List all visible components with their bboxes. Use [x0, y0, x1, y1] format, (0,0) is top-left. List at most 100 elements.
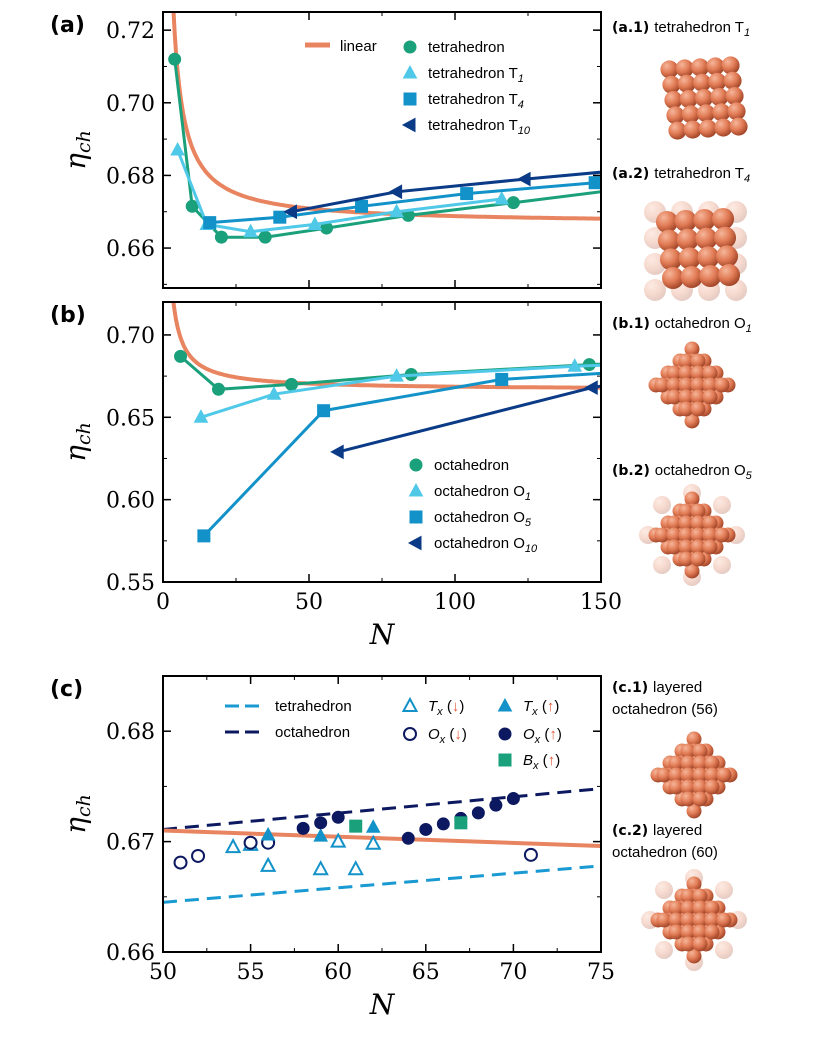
point-ox-down [191, 848, 206, 863]
side-images: (a.1) tetrahedron T1 (a.2) tetrahedron T4… [612, 19, 753, 971]
legend-label-linear: linear [340, 38, 377, 55]
series-line-tetra [173, 59, 601, 239]
point-tx-up [365, 819, 381, 833]
sphere [714, 377, 730, 393]
sphere [680, 924, 696, 940]
caption-c1-line2: octahedron (56) [612, 701, 718, 718]
sphere [690, 401, 706, 417]
ytick-label-a: 0.66 [106, 237, 155, 262]
sphere [702, 527, 718, 543]
xtick-label-b: 150 [580, 590, 622, 615]
legend-marker-o10 [407, 535, 422, 551]
series-line-octa [179, 355, 601, 391]
sphere [678, 527, 694, 543]
sphere [706, 57, 725, 76]
point-tx-up [313, 828, 329, 842]
sphere [704, 924, 720, 940]
sphere [690, 365, 706, 381]
legend-label-t4: octahedron O5 [434, 509, 532, 529]
point-octa [284, 377, 298, 391]
sphere [715, 941, 733, 959]
sphere [654, 377, 670, 393]
panel-letter-c: (c) [50, 677, 83, 702]
sphere [644, 279, 666, 301]
sphere [676, 228, 699, 251]
sphere [680, 743, 696, 759]
point-tetra [185, 199, 199, 213]
caption-c1: (c.1) layered [612, 679, 702, 696]
sphere [666, 539, 682, 555]
point-tetra [639, 180, 651, 192]
sphere [690, 551, 706, 567]
sphere [684, 491, 700, 507]
point-t1 [567, 358, 583, 372]
tetrahedron-dashed-line [163, 864, 601, 904]
sphere [690, 353, 706, 369]
linear-line-c [163, 828, 601, 849]
point-t1 [741, 353, 754, 365]
xtick-label-b: 100 [434, 590, 476, 615]
legend-marker-t4 [409, 510, 423, 524]
sphere [692, 924, 708, 940]
xtick-label-b: 50 [295, 590, 323, 615]
sphere [692, 767, 708, 783]
sphere [680, 936, 696, 952]
legend-label-ox-down: Ox (↓) [428, 726, 467, 746]
point-t4 [203, 216, 217, 230]
point-t10 [388, 184, 403, 200]
sphere [714, 527, 730, 543]
sphere [668, 900, 684, 916]
sphere [684, 413, 700, 429]
point-ox-down [173, 855, 188, 870]
sphere [713, 496, 731, 514]
series-line-t4 [202, 371, 601, 537]
point-ox-down [243, 835, 258, 850]
sphere [716, 912, 732, 928]
sphere [686, 731, 702, 747]
sphere [710, 88, 729, 106]
point-tetra [168, 52, 182, 66]
sphere [678, 539, 694, 555]
point-ox-up [471, 806, 485, 820]
point-ox-down [523, 847, 538, 862]
legend-marker-bx-up [498, 753, 512, 767]
sphere [729, 117, 748, 136]
point-ox-up [314, 816, 328, 830]
sphere [697, 246, 720, 269]
sphere [657, 229, 680, 252]
sphere [693, 73, 711, 92]
sphere [702, 515, 718, 531]
legend-marker-tetra [403, 40, 417, 54]
sphere [702, 389, 718, 405]
sphere [695, 89, 713, 107]
sphere [680, 767, 696, 783]
sphere [690, 539, 706, 555]
legend-label-t1: tetrahedron T1 [428, 65, 524, 85]
sphere [680, 912, 696, 928]
sphere [668, 924, 684, 940]
sphere [686, 948, 702, 964]
legend-marker-octa [409, 458, 423, 472]
legend-label-bx-up: Bx (↑) [523, 752, 560, 772]
sphere [668, 121, 687, 140]
ytick-label-a: 0.68 [106, 164, 155, 189]
ylabel-b: ηch [59, 422, 95, 462]
legend-label-tx-down: Tx (↓) [428, 698, 464, 718]
frame-a [162, 11, 602, 289]
point-t4 [741, 359, 753, 371]
sphere [655, 210, 678, 233]
sphere [678, 389, 694, 405]
point-tetra [214, 230, 228, 244]
sphere [678, 365, 694, 381]
sphere [699, 119, 717, 138]
ytick-label-b: 0.65 [106, 406, 155, 431]
point-ox-up [296, 821, 310, 835]
point-ox-up [331, 810, 345, 824]
sphere [692, 888, 708, 904]
legend-label-tx-up: Tx (↑) [523, 698, 559, 718]
legend-marker-t1 [408, 482, 424, 497]
sphere [693, 208, 716, 231]
sphere [683, 120, 702, 139]
sphere [727, 102, 746, 121]
